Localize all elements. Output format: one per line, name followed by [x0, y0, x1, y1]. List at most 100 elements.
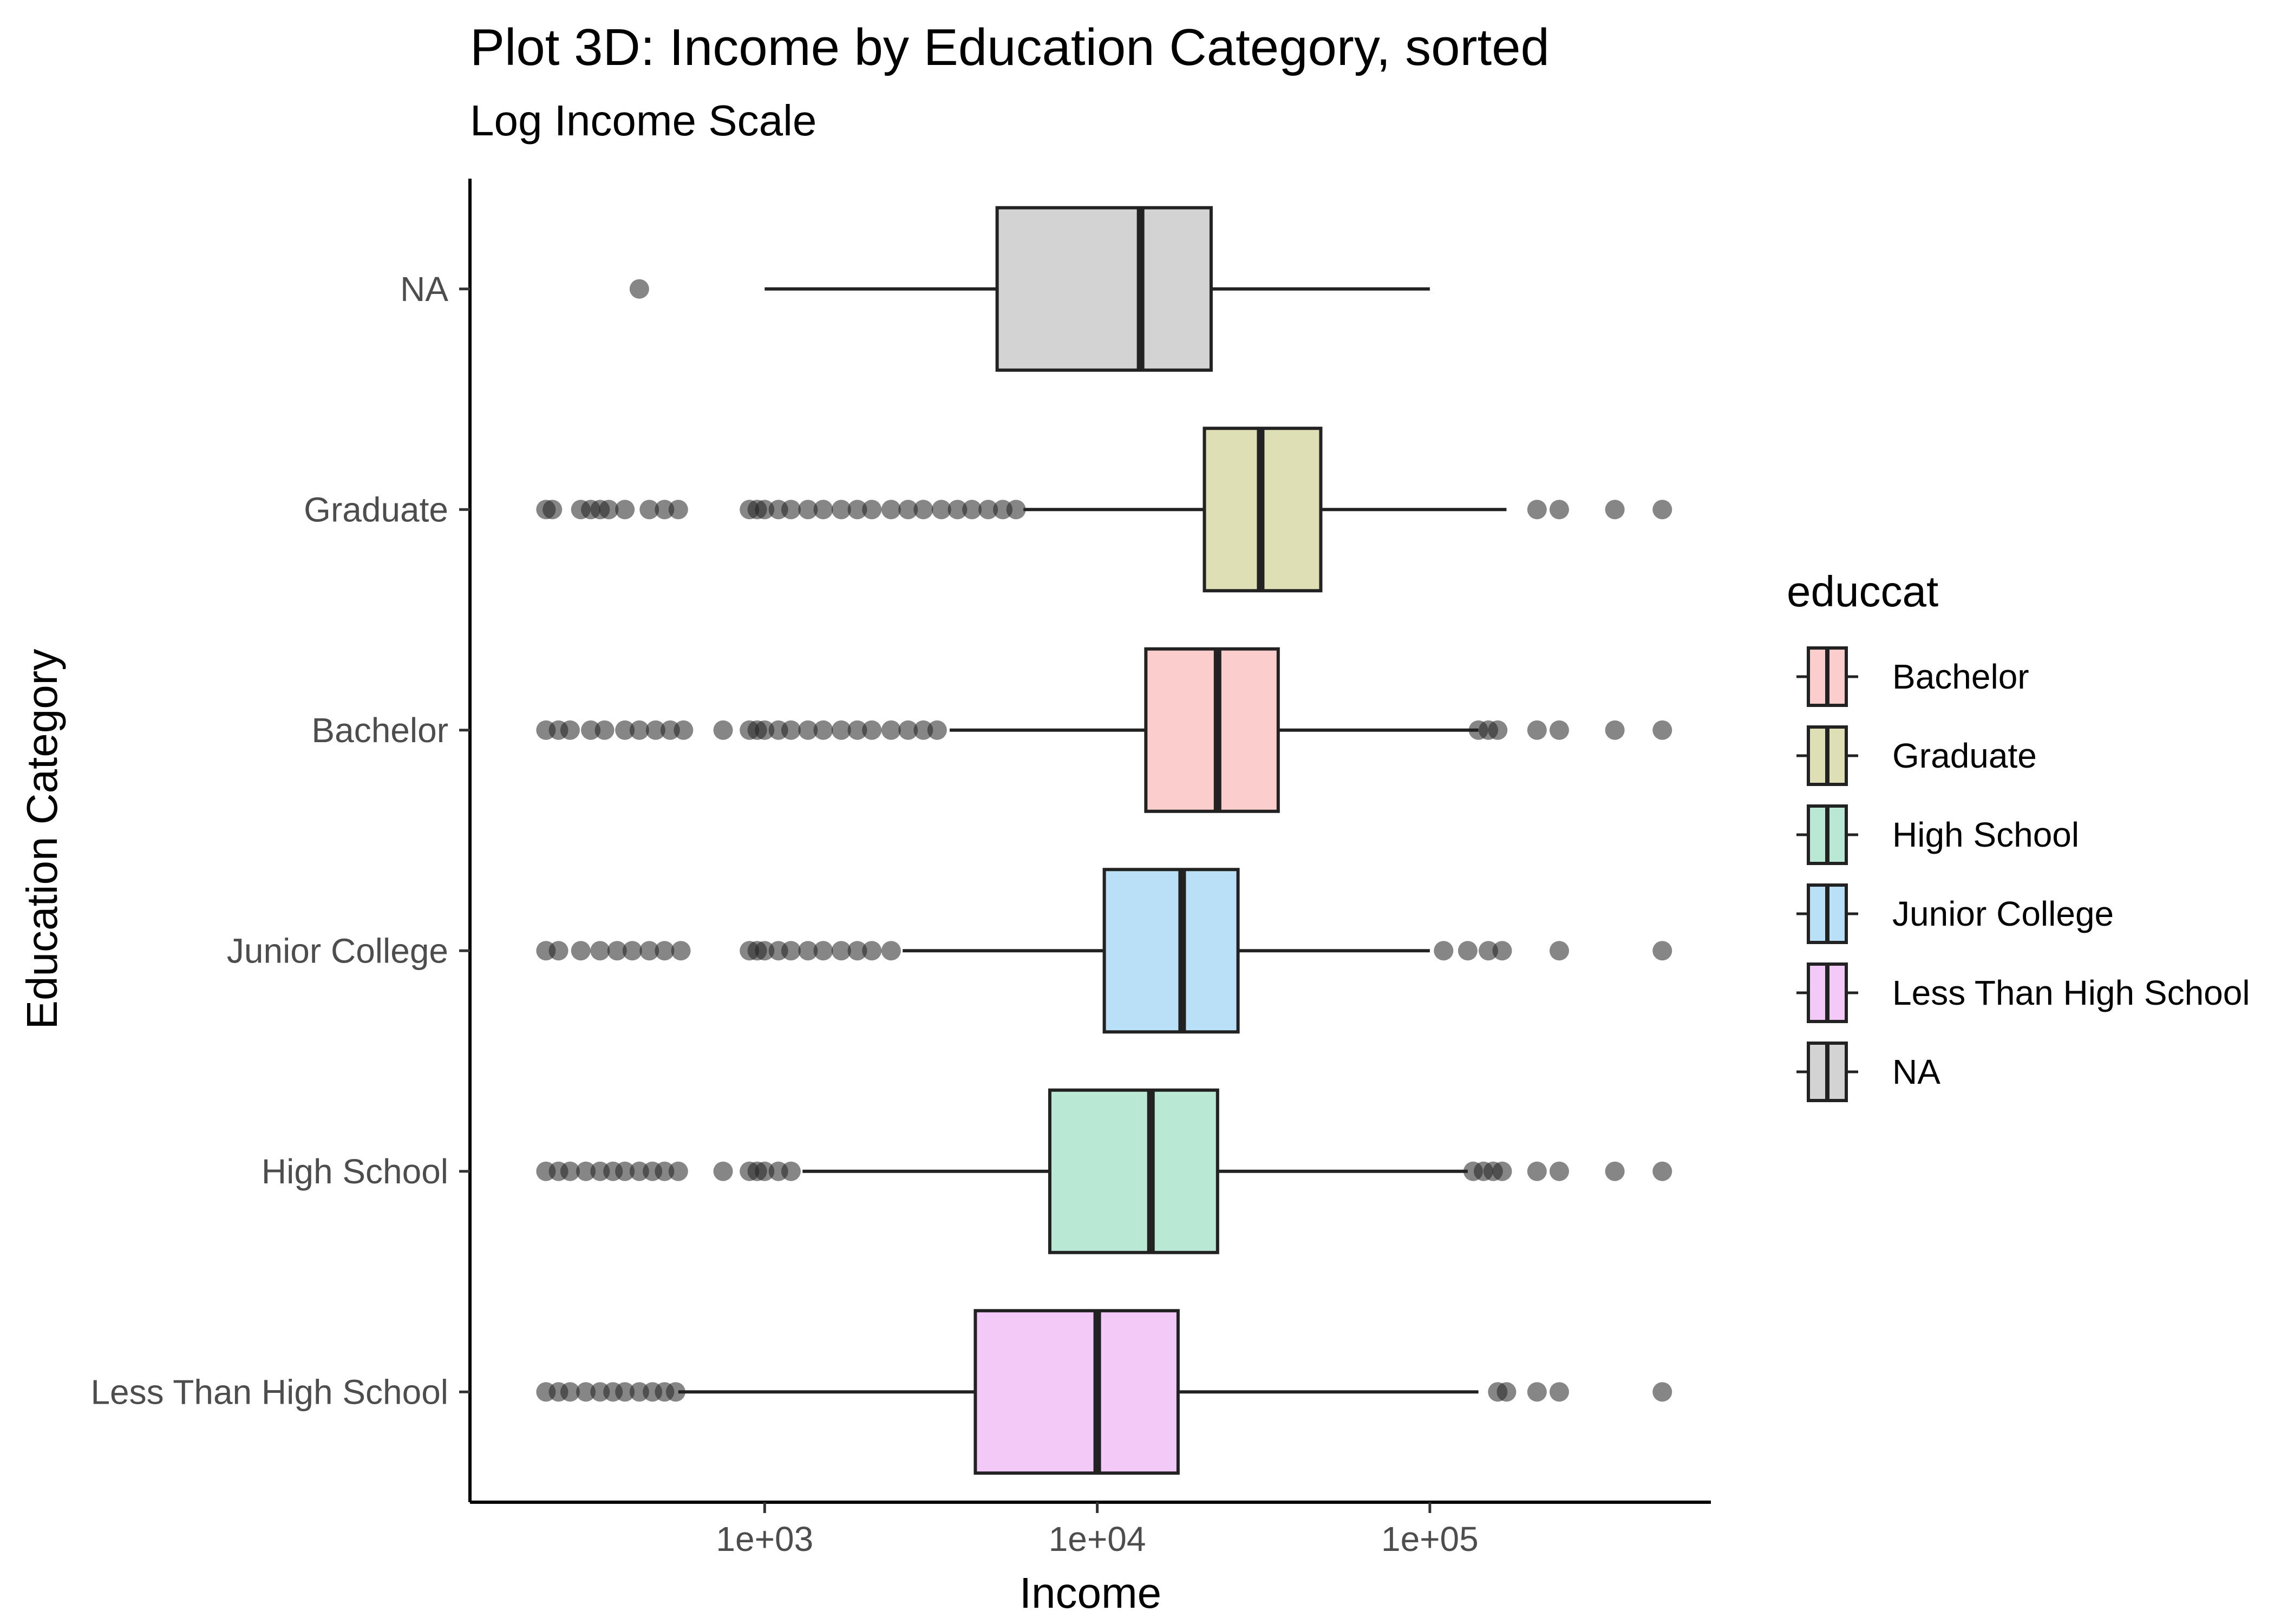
outlier-point [645, 720, 665, 740]
outlier-point [1488, 720, 1508, 740]
outlier-point [581, 720, 601, 740]
outlier-point [1549, 941, 1569, 961]
outlier-point [831, 941, 851, 961]
outlier-point [1527, 720, 1547, 740]
x-tick-label: 1e+05 [1381, 1520, 1479, 1558]
outlier-point [560, 1161, 580, 1181]
outlier-point [594, 720, 615, 740]
outlier-point [668, 500, 688, 520]
outlier-point [1479, 941, 1499, 961]
outlier-point [755, 941, 775, 961]
y-axis-ticks: NA Graduate Bachelor Junior College High Sch… [90, 270, 470, 1411]
outlier-point [881, 720, 901, 740]
legend-title: educcat [1787, 567, 1938, 615]
x-axis-ticks: 1e+03 1e+04 1e+05 [716, 1502, 1479, 1558]
outlier-point [1549, 1161, 1569, 1181]
outlier-point [576, 1161, 596, 1181]
outlier-point [813, 720, 833, 740]
outlier-point [615, 720, 635, 740]
outlier-point [713, 1161, 733, 1181]
outlier-point [781, 500, 801, 520]
outlier-point [862, 500, 882, 520]
outlier-point [781, 941, 801, 961]
outlier-point [1492, 941, 1512, 961]
outlier-point [622, 941, 642, 961]
outlier-point [948, 500, 968, 520]
legend-label: Graduate [1892, 736, 2037, 775]
outlier-point [543, 500, 563, 520]
outlier-point [576, 1382, 596, 1402]
chart-title: Plot 3D: Income by Education Category, s… [470, 18, 1550, 76]
legend-item-bachelor: Bachelor [1796, 646, 2029, 707]
outlier-point [1652, 941, 1672, 961]
outlier-point [1458, 941, 1478, 961]
outlier-point [1605, 1161, 1625, 1181]
outlier-point [639, 500, 659, 520]
outlier-point [931, 500, 951, 520]
outlier-point [1652, 720, 1672, 740]
legend-label: Less Than High School [1892, 973, 2250, 1012]
outlier-point [590, 941, 610, 961]
outlier-point [978, 500, 998, 520]
outlier-point [755, 500, 775, 520]
y-axis-title: Education Category [18, 649, 66, 1030]
box [995, 206, 1213, 372]
outlier-point [898, 720, 918, 740]
box-group-bachelor [536, 647, 1672, 813]
outlier-point [560, 1382, 580, 1402]
outlier-point [755, 1161, 775, 1181]
outlier-point [1549, 500, 1569, 520]
outlier-point [798, 941, 818, 961]
x-tick-label: 1e+04 [1049, 1520, 1146, 1558]
outlier-point [629, 279, 649, 299]
box-group-graduate [536, 427, 1672, 593]
y-tick-label: Junior College [227, 931, 448, 970]
plot-area [536, 206, 1672, 1475]
outlier-point [755, 720, 775, 740]
y-tick-label: Less Than High School [90, 1372, 448, 1411]
outlier-point [1652, 1382, 1672, 1402]
outlier-point [847, 500, 867, 520]
outlier-point [1006, 500, 1026, 520]
outlier-point [1434, 941, 1454, 961]
outlier-point [1549, 1382, 1569, 1402]
legend-item-na: NA [1796, 1042, 1940, 1102]
outlier-point [927, 720, 947, 740]
outlier-point [615, 500, 635, 520]
outlier-point [674, 720, 694, 740]
y-tick-label: Bachelor [311, 711, 448, 750]
y-tick-label: Graduate [304, 490, 448, 529]
box [1048, 1088, 1219, 1254]
outlier-point [607, 941, 627, 961]
x-axis-title: Income [1020, 1569, 1161, 1617]
outlier-point [639, 941, 659, 961]
legend: educcat Bachelor Graduate High School Junio… [1787, 567, 2250, 1102]
outlier-point [615, 1382, 635, 1402]
outlier-point [548, 941, 568, 961]
outlier-point [847, 941, 867, 961]
outlier-point [962, 500, 982, 520]
outlier-point [1605, 720, 1625, 740]
outlier-point [831, 500, 851, 520]
y-tick-label: High School [262, 1152, 448, 1191]
outlier-point [668, 1161, 688, 1181]
outlier-point [813, 941, 833, 961]
outlier-point [1605, 500, 1625, 520]
legend-label: Bachelor [1892, 657, 2029, 696]
x-tick-label: 1e+03 [716, 1520, 813, 1558]
outlier-point [913, 720, 933, 740]
box [1102, 868, 1240, 1034]
box-group-junior-college [536, 868, 1672, 1034]
outlier-point [798, 500, 818, 520]
outlier-point [781, 1161, 801, 1181]
outlier-point [847, 720, 867, 740]
box-group-na [629, 206, 1430, 372]
outlier-point [862, 941, 882, 961]
outlier-point [831, 720, 851, 740]
outlier-point [862, 720, 882, 740]
legend-items: Bachelor Graduate High School Junior Colleg… [1796, 646, 2250, 1102]
y-tick-label: NA [400, 270, 448, 309]
outlier-point [599, 500, 619, 520]
legend-label: Junior College [1892, 894, 2114, 933]
outlier-point [1652, 1161, 1672, 1181]
